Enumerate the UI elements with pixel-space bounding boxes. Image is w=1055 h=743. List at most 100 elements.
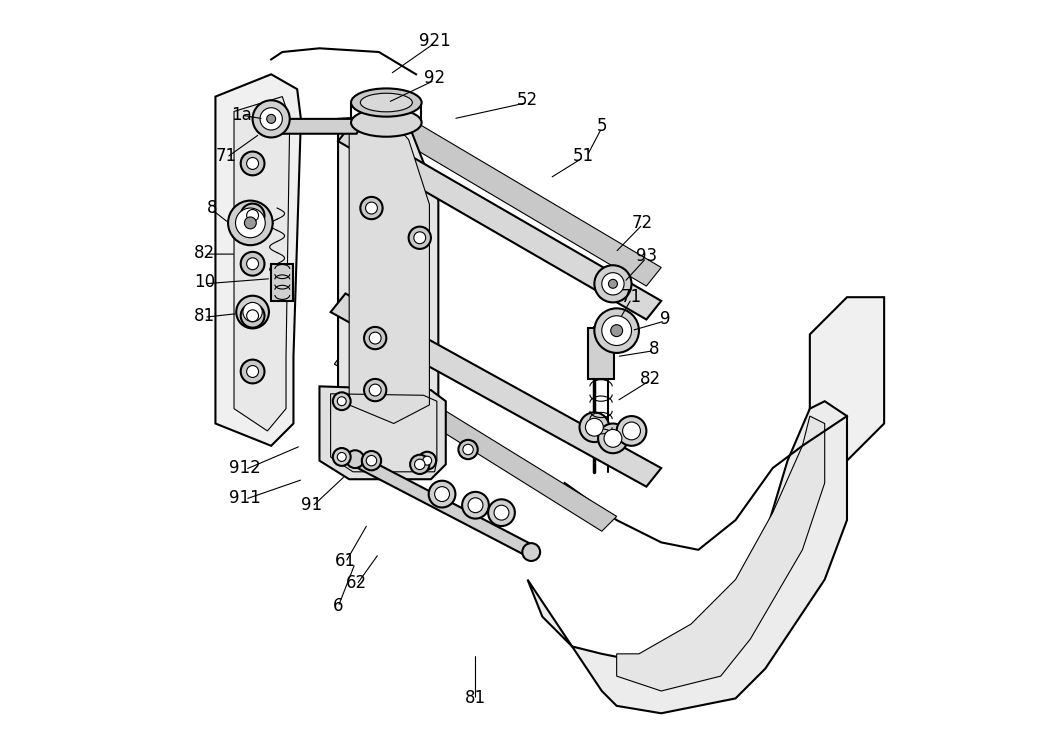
- Ellipse shape: [351, 88, 422, 117]
- Circle shape: [338, 452, 346, 461]
- Circle shape: [462, 492, 488, 519]
- Text: 5: 5: [596, 117, 607, 135]
- Text: 71: 71: [621, 288, 642, 306]
- Text: 1a: 1a: [231, 106, 252, 124]
- Polygon shape: [338, 115, 438, 431]
- Circle shape: [594, 265, 632, 302]
- Circle shape: [418, 452, 436, 470]
- Text: 81: 81: [465, 690, 486, 707]
- Circle shape: [241, 152, 265, 175]
- Circle shape: [611, 325, 622, 337]
- Text: 93: 93: [636, 247, 657, 265]
- Circle shape: [414, 232, 426, 244]
- Polygon shape: [617, 416, 825, 691]
- Circle shape: [488, 499, 515, 526]
- Circle shape: [609, 279, 617, 288]
- Text: 10: 10: [194, 273, 215, 291]
- Circle shape: [236, 296, 269, 328]
- Circle shape: [241, 252, 265, 276]
- Circle shape: [366, 455, 377, 466]
- Circle shape: [247, 310, 258, 322]
- Circle shape: [423, 456, 431, 465]
- Circle shape: [435, 487, 449, 502]
- Polygon shape: [320, 386, 446, 479]
- Circle shape: [243, 302, 263, 322]
- Circle shape: [586, 418, 603, 436]
- Text: 8: 8: [649, 340, 659, 358]
- Circle shape: [410, 455, 429, 474]
- Text: 51: 51: [573, 147, 594, 165]
- Circle shape: [364, 327, 386, 349]
- Polygon shape: [334, 349, 617, 531]
- Text: 72: 72: [632, 214, 653, 232]
- Circle shape: [598, 424, 628, 453]
- Polygon shape: [350, 453, 535, 557]
- Circle shape: [463, 444, 474, 455]
- Circle shape: [601, 316, 632, 345]
- Ellipse shape: [351, 108, 422, 137]
- Text: 911: 911: [229, 489, 261, 507]
- Circle shape: [364, 379, 386, 401]
- Circle shape: [332, 392, 350, 410]
- Circle shape: [459, 440, 478, 459]
- Polygon shape: [234, 97, 290, 431]
- Circle shape: [260, 108, 283, 130]
- Circle shape: [408, 227, 430, 249]
- Text: 921: 921: [419, 32, 450, 50]
- Circle shape: [241, 204, 265, 227]
- Polygon shape: [330, 293, 661, 487]
- Circle shape: [468, 498, 483, 513]
- Text: 81: 81: [194, 307, 215, 325]
- Circle shape: [245, 217, 256, 229]
- Polygon shape: [338, 123, 661, 319]
- Polygon shape: [528, 401, 847, 713]
- Circle shape: [247, 210, 258, 221]
- Circle shape: [579, 412, 609, 442]
- Circle shape: [228, 201, 272, 245]
- Text: 92: 92: [424, 69, 445, 87]
- Polygon shape: [271, 264, 293, 301]
- Text: 52: 52: [517, 91, 538, 109]
- Text: 82: 82: [639, 370, 660, 388]
- Polygon shape: [589, 328, 614, 379]
- Circle shape: [415, 459, 425, 470]
- Polygon shape: [215, 74, 301, 446]
- Text: 62: 62: [346, 574, 367, 592]
- Polygon shape: [364, 100, 661, 286]
- Circle shape: [252, 100, 290, 137]
- Text: 91: 91: [302, 496, 323, 514]
- Text: 8: 8: [207, 199, 217, 217]
- Circle shape: [369, 332, 381, 344]
- Circle shape: [247, 158, 258, 169]
- Circle shape: [346, 450, 364, 468]
- Circle shape: [332, 448, 350, 466]
- Circle shape: [247, 366, 258, 377]
- Circle shape: [617, 416, 647, 446]
- Text: 71: 71: [216, 147, 237, 165]
- Circle shape: [605, 429, 621, 447]
- Ellipse shape: [361, 93, 413, 111]
- Circle shape: [494, 505, 509, 520]
- Circle shape: [622, 422, 640, 440]
- Circle shape: [338, 397, 346, 406]
- Circle shape: [601, 273, 625, 295]
- Text: 6: 6: [332, 597, 343, 614]
- Circle shape: [267, 114, 275, 123]
- Circle shape: [241, 360, 265, 383]
- Polygon shape: [279, 119, 364, 134]
- Text: 9: 9: [659, 311, 670, 328]
- Circle shape: [361, 197, 383, 219]
- Circle shape: [247, 258, 258, 270]
- Text: 912: 912: [229, 459, 261, 477]
- Circle shape: [594, 308, 639, 353]
- Circle shape: [362, 451, 381, 470]
- Text: 82: 82: [194, 244, 215, 262]
- Text: 61: 61: [334, 552, 356, 570]
- Circle shape: [235, 208, 265, 238]
- Circle shape: [365, 202, 378, 214]
- Circle shape: [241, 304, 265, 328]
- Circle shape: [522, 543, 540, 561]
- Polygon shape: [349, 123, 429, 424]
- Circle shape: [428, 481, 456, 507]
- Polygon shape: [810, 297, 884, 461]
